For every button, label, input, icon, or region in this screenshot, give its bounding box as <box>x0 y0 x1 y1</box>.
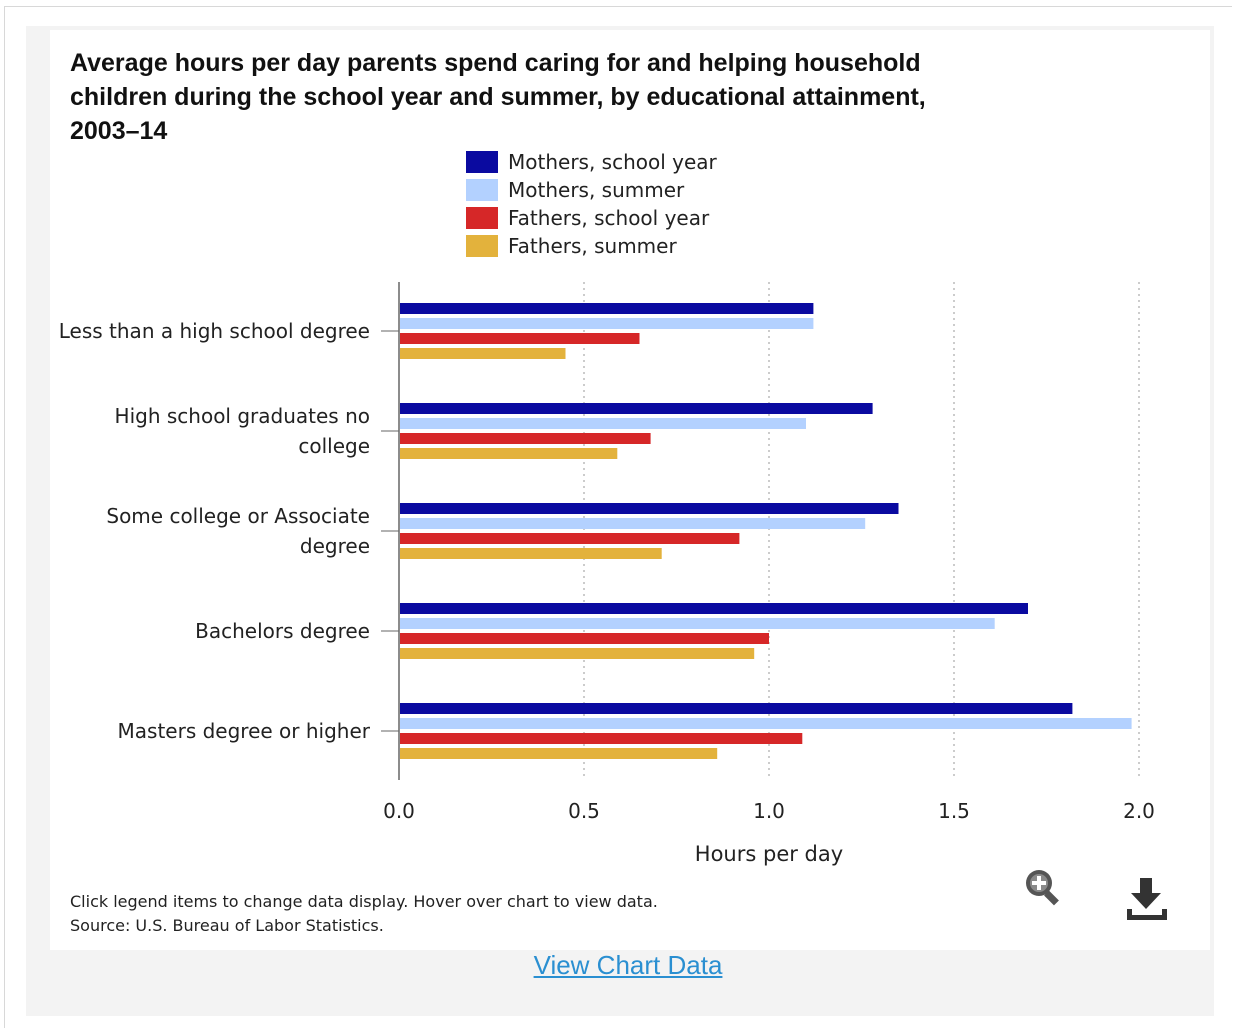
bar-fathers-school-year[interactable] <box>400 333 640 344</box>
legend-item-fathers-school-year[interactable]: Fathers, school year <box>466 204 717 232</box>
legend-label: Mothers, summer <box>508 178 685 202</box>
legend-label: Mothers, school year <box>508 150 717 174</box>
legend-swatch <box>466 151 498 173</box>
bar-fathers-summer[interactable] <box>400 448 618 459</box>
category-label: Masters degree or higher <box>118 719 371 743</box>
x-axis-title: Hours per day <box>695 842 843 866</box>
chart-legend: Mothers, school year Mothers, summer Fat… <box>466 148 717 260</box>
view-chart-data-link[interactable]: View Chart Data <box>533 950 723 980</box>
bar-mothers-school-year[interactable] <box>400 303 814 314</box>
caption-instructions: Click legend items to change data displa… <box>70 892 658 911</box>
category-label: Bachelors degree <box>195 619 370 643</box>
legend-label: Fathers, school year <box>508 206 710 230</box>
x-tick-label: 0.0 <box>383 799 415 823</box>
legend-item-mothers-summer[interactable]: Mothers, summer <box>466 176 717 204</box>
chart-caption: Click legend items to change data displa… <box>70 890 658 938</box>
x-tick-label: 1.5 <box>938 799 970 823</box>
bar-mothers-school-year[interactable] <box>400 503 899 514</box>
category-label: Less than a high school degree <box>59 319 370 343</box>
bar-fathers-school-year[interactable] <box>400 433 651 444</box>
legend-swatch <box>466 235 498 257</box>
chart-card <box>50 30 1210 950</box>
bar-fathers-summer[interactable] <box>400 348 566 359</box>
bar-mothers-summer[interactable] <box>400 318 814 329</box>
category-label: college <box>298 434 370 458</box>
category-label: Some college or Associate <box>106 504 370 528</box>
bar-mothers-summer[interactable] <box>400 718 1132 729</box>
bar-fathers-school-year[interactable] <box>400 533 740 544</box>
bar-mothers-summer[interactable] <box>400 418 806 429</box>
category-label: High school graduates no <box>115 404 370 428</box>
legend-swatch <box>466 207 498 229</box>
legend-swatch <box>466 179 498 201</box>
bar-mothers-summer[interactable] <box>400 518 866 529</box>
bar-mothers-school-year[interactable] <box>400 403 873 414</box>
x-tick-label: 0.5 <box>568 799 600 823</box>
legend-label: Fathers, summer <box>508 234 677 258</box>
caption-source: Source: U.S. Bureau of Labor Statistics. <box>70 916 384 935</box>
legend-item-fathers-summer[interactable]: Fathers, summer <box>466 232 717 260</box>
category-label: degree <box>300 534 370 558</box>
download-icon[interactable] <box>1124 876 1170 926</box>
chart-title-line: Average hours per day parents spend cari… <box>70 49 921 77</box>
bar-fathers-summer[interactable] <box>400 748 718 759</box>
legend-item-mothers-school-year[interactable]: Mothers, school year <box>466 148 717 176</box>
bar-fathers-summer[interactable] <box>400 648 755 659</box>
bar-fathers-school-year[interactable] <box>400 633 769 644</box>
chart-title: Average hours per day parents spend cari… <box>70 46 1070 148</box>
chart-title-line: children during the school year and summ… <box>70 83 926 111</box>
zoom-in-icon[interactable] <box>1022 866 1064 912</box>
bar-mothers-school-year[interactable] <box>400 603 1028 614</box>
bar-mothers-summer[interactable] <box>400 618 995 629</box>
bar-mothers-school-year[interactable] <box>400 703 1073 714</box>
x-tick-label: 1.0 <box>753 799 785 823</box>
chart-title-line: 2003–14 <box>70 117 168 145</box>
bar-fathers-school-year[interactable] <box>400 733 803 744</box>
x-tick-label: 2.0 <box>1123 799 1155 823</box>
bar-fathers-summer[interactable] <box>400 548 662 559</box>
